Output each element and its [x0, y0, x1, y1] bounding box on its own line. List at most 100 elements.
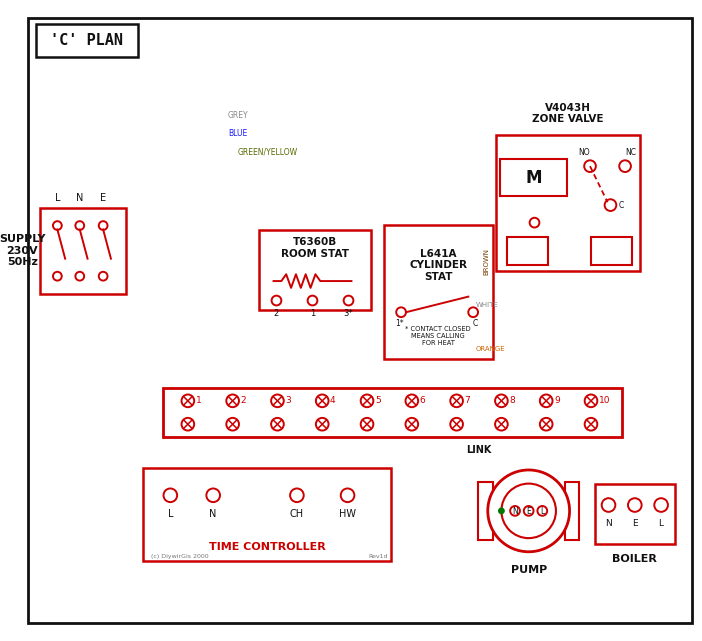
Bar — [478, 481, 493, 540]
Text: E: E — [526, 507, 531, 517]
Text: C: C — [618, 201, 624, 210]
Circle shape — [182, 394, 194, 407]
Text: V4043H
ZONE VALVE: V4043H ZONE VALVE — [532, 103, 604, 124]
Circle shape — [99, 221, 107, 230]
Circle shape — [272, 296, 282, 305]
Circle shape — [316, 418, 329, 431]
Circle shape — [206, 488, 220, 502]
Circle shape — [529, 218, 539, 228]
Text: N: N — [76, 193, 84, 203]
Bar — [591, 237, 632, 265]
Text: 1: 1 — [196, 396, 201, 405]
Text: NO: NO — [578, 149, 590, 158]
Text: CH: CH — [290, 509, 304, 519]
Text: 3: 3 — [285, 396, 291, 405]
Circle shape — [226, 394, 239, 407]
Circle shape — [510, 506, 520, 516]
Circle shape — [450, 418, 463, 431]
Text: M: M — [525, 169, 542, 187]
Bar — [496, 135, 640, 271]
Text: TIME CONTROLLER: TIME CONTROLLER — [208, 542, 326, 552]
Circle shape — [654, 498, 668, 512]
Bar — [143, 468, 392, 560]
Circle shape — [99, 272, 107, 281]
Circle shape — [53, 221, 62, 230]
Text: PUMP: PUMP — [510, 565, 547, 576]
Bar — [259, 230, 371, 310]
Text: 1: 1 — [310, 310, 315, 319]
Text: E: E — [632, 519, 637, 528]
Circle shape — [488, 470, 569, 552]
Text: NC: NC — [625, 149, 637, 158]
Text: BROWN: BROWN — [483, 248, 489, 275]
Text: 1*: 1* — [395, 319, 404, 328]
Circle shape — [75, 221, 84, 230]
Circle shape — [361, 394, 373, 407]
Bar — [36, 24, 138, 57]
Text: 7: 7 — [465, 396, 470, 405]
Text: 4: 4 — [330, 396, 336, 405]
Circle shape — [75, 272, 84, 281]
Text: T6360B
ROOM STAT: T6360B ROOM STAT — [281, 237, 349, 259]
Circle shape — [226, 418, 239, 431]
Text: N: N — [512, 507, 518, 517]
Circle shape — [182, 418, 194, 431]
Text: (c) DiywirGis 2000: (c) DiywirGis 2000 — [151, 554, 208, 558]
Circle shape — [53, 272, 62, 281]
Text: 8: 8 — [509, 396, 515, 405]
Bar — [501, 160, 567, 196]
Text: 10: 10 — [599, 396, 610, 405]
Text: 2: 2 — [240, 396, 246, 405]
Text: L641A
CYLINDER
STAT: L641A CYLINDER STAT — [409, 249, 467, 282]
Circle shape — [406, 394, 418, 407]
Circle shape — [340, 488, 355, 502]
Text: N: N — [209, 509, 217, 519]
Circle shape — [495, 418, 508, 431]
Bar — [508, 237, 548, 265]
Text: Rev1d: Rev1d — [368, 554, 388, 558]
Text: * CONTACT CLOSED
MEANS CALLING
FOR HEAT: * CONTACT CLOSED MEANS CALLING FOR HEAT — [405, 326, 471, 346]
Text: ORANGE: ORANGE — [476, 346, 505, 352]
Text: BOILER: BOILER — [612, 554, 657, 563]
Text: 2: 2 — [274, 310, 279, 319]
Bar — [40, 208, 126, 294]
Text: GREEN/YELLOW: GREEN/YELLOW — [237, 147, 298, 156]
Text: L: L — [540, 507, 545, 517]
Text: N: N — [605, 519, 612, 528]
Circle shape — [271, 394, 284, 407]
Text: HW: HW — [339, 509, 356, 519]
Text: 'C' PLAN: 'C' PLAN — [50, 33, 123, 48]
Circle shape — [584, 160, 596, 172]
Circle shape — [396, 307, 406, 317]
Circle shape — [540, 394, 552, 407]
Bar — [595, 483, 675, 544]
Circle shape — [585, 418, 597, 431]
Text: L: L — [168, 509, 173, 519]
Circle shape — [619, 160, 631, 172]
Circle shape — [307, 296, 317, 305]
Circle shape — [290, 488, 304, 502]
Circle shape — [524, 506, 534, 516]
Text: 5: 5 — [375, 396, 380, 405]
Circle shape — [628, 498, 642, 512]
Circle shape — [406, 418, 418, 431]
Circle shape — [468, 307, 478, 317]
Circle shape — [344, 296, 353, 305]
Circle shape — [604, 199, 616, 211]
Text: WHITE: WHITE — [476, 303, 499, 308]
Text: L: L — [658, 519, 663, 528]
Text: GREY: GREY — [227, 112, 249, 121]
Circle shape — [495, 394, 508, 407]
Bar — [564, 481, 579, 540]
Text: L: L — [55, 193, 60, 203]
Text: SUPPLY
230V
50Hz: SUPPLY 230V 50Hz — [0, 234, 46, 267]
Bar — [163, 388, 622, 437]
Circle shape — [501, 483, 556, 538]
Text: 6: 6 — [420, 396, 425, 405]
Circle shape — [538, 506, 547, 516]
Text: E: E — [100, 193, 106, 203]
Circle shape — [540, 418, 552, 431]
Bar — [383, 224, 493, 359]
Text: BLUE: BLUE — [227, 129, 247, 138]
Circle shape — [361, 418, 373, 431]
